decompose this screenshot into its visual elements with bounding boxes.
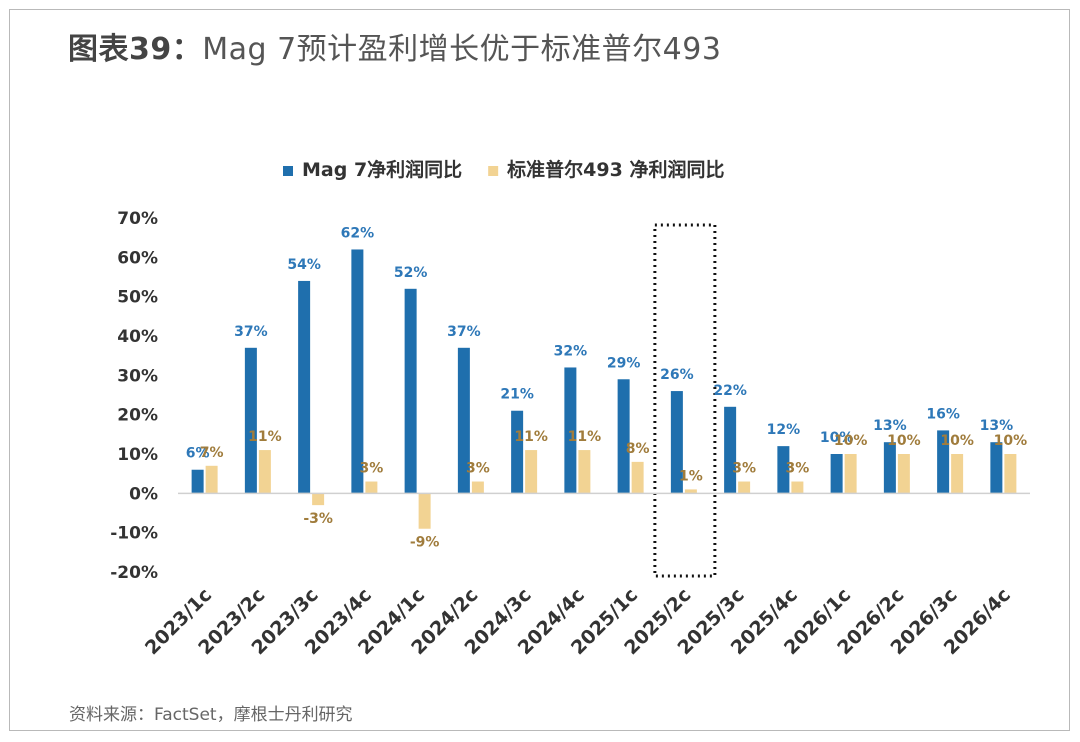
sp493-data-label: 1% <box>679 468 703 484</box>
mag7-data-label: 16% <box>926 406 960 422</box>
sp493-bar <box>631 461 644 494</box>
mag7-bar <box>937 430 950 494</box>
mag7-bar <box>617 379 630 494</box>
legend-label-2: 标准普尔493 净利润同比 <box>507 158 724 181</box>
y-tick-label: 0% <box>129 484 158 504</box>
mag7-bar <box>724 406 737 494</box>
mag7-data-label: 37% <box>447 324 481 340</box>
sp493-data-label: 7% <box>200 445 224 461</box>
sp493-bar <box>1004 454 1017 494</box>
mag7-bar <box>990 442 1003 494</box>
sp493-data-label: 3% <box>359 461 383 477</box>
y-tick-label: 20% <box>117 406 158 426</box>
sp493-bar <box>738 481 751 494</box>
chart-frame <box>9 9 1070 731</box>
y-tick-label: 40% <box>117 327 158 347</box>
mag7-bar <box>564 367 577 494</box>
sp493-data-label: 11% <box>514 429 548 445</box>
mag7-bar <box>457 347 470 494</box>
sp493-bar <box>471 481 484 494</box>
sp493-data-label: 10% <box>887 433 921 449</box>
mag7-bar <box>777 446 790 494</box>
chart-title: 图表39：Mag 7预计盈利增长优于标准普尔493 <box>68 24 721 68</box>
mag7-data-label: 52% <box>394 265 428 281</box>
sp493-bar <box>205 465 218 494</box>
mag7-data-label: 54% <box>287 257 321 273</box>
sp493-bar <box>365 481 378 494</box>
sp493-bar <box>844 454 857 494</box>
y-tick-label: 30% <box>117 366 158 386</box>
mag7-bar <box>191 469 204 494</box>
sp493-data-label: -9% <box>410 535 440 551</box>
sp493-bar <box>897 454 910 494</box>
legend-swatch-2 <box>488 166 499 176</box>
sp493-bar <box>258 450 271 494</box>
mag7-data-label: 13% <box>873 418 907 434</box>
sp493-bar <box>418 493 431 529</box>
y-tick-label: -10% <box>110 524 158 544</box>
y-tick-label: 70% <box>117 209 158 229</box>
sp493-bar <box>312 493 325 506</box>
mag7-bar <box>830 454 843 494</box>
sp493-data-label: 11% <box>568 429 602 445</box>
sp493-data-label: 10% <box>940 433 974 449</box>
mag7-bar <box>404 288 417 494</box>
y-tick-label: 60% <box>117 248 158 268</box>
mag7-data-label: 6% <box>186 446 210 462</box>
mag7-bar <box>298 280 311 494</box>
sp493-data-label: 3% <box>732 461 756 477</box>
legend-swatch-1 <box>283 166 293 176</box>
mag7-bar <box>883 442 896 494</box>
legend-label-1: Mag 7净利润同比 <box>302 158 462 181</box>
sp493-data-label: 11% <box>248 429 282 445</box>
mag7-data-label: 32% <box>554 343 588 359</box>
sp493-data-label: 3% <box>785 461 809 477</box>
mag7-data-label: 37% <box>234 324 268 340</box>
mag7-data-label: 10% <box>820 430 854 446</box>
chart-title-text: Mag 7预计盈利增长优于标准普尔493 <box>202 32 722 67</box>
mag7-data-label: 62% <box>341 225 375 241</box>
sp493-bar <box>951 454 964 494</box>
mag7-bar <box>351 249 364 494</box>
highlight-box <box>653 223 717 578</box>
sp493-data-label: 10% <box>994 433 1028 449</box>
sp493-bar <box>578 450 591 494</box>
mag7-data-label: 12% <box>767 422 801 438</box>
sp493-data-label: -3% <box>303 511 333 527</box>
mag7-data-label: 22% <box>713 383 747 399</box>
sp493-data-label: 3% <box>466 461 490 477</box>
mag7-data-label: 21% <box>500 387 534 403</box>
y-tick-label: 10% <box>117 445 158 465</box>
mag7-data-label: 26% <box>660 367 694 383</box>
sp493-bar <box>791 481 804 494</box>
mag7-data-label: 29% <box>607 355 641 371</box>
mag7-bar <box>670 391 683 494</box>
sp493-bar <box>525 450 538 494</box>
mag7-bar <box>244 347 257 494</box>
y-tick-label: 50% <box>117 288 158 308</box>
sp493-data-label: 8% <box>626 441 650 457</box>
mag7-bar <box>511 410 524 494</box>
source-note: 资料来源：FactSet，摩根士丹利研究 <box>69 705 353 725</box>
chart-title-lead: 图表39： <box>68 32 203 67</box>
sp493-bar <box>684 489 697 494</box>
mag7-data-label: 13% <box>980 418 1014 434</box>
y-tick-label: -20% <box>110 563 158 583</box>
sp493-data-label: 10% <box>834 433 868 449</box>
